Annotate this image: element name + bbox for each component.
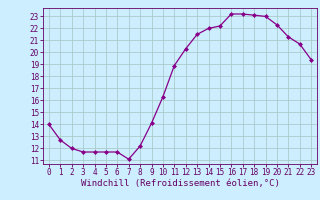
X-axis label: Windchill (Refroidissement éolien,°C): Windchill (Refroidissement éolien,°C) — [81, 179, 279, 188]
